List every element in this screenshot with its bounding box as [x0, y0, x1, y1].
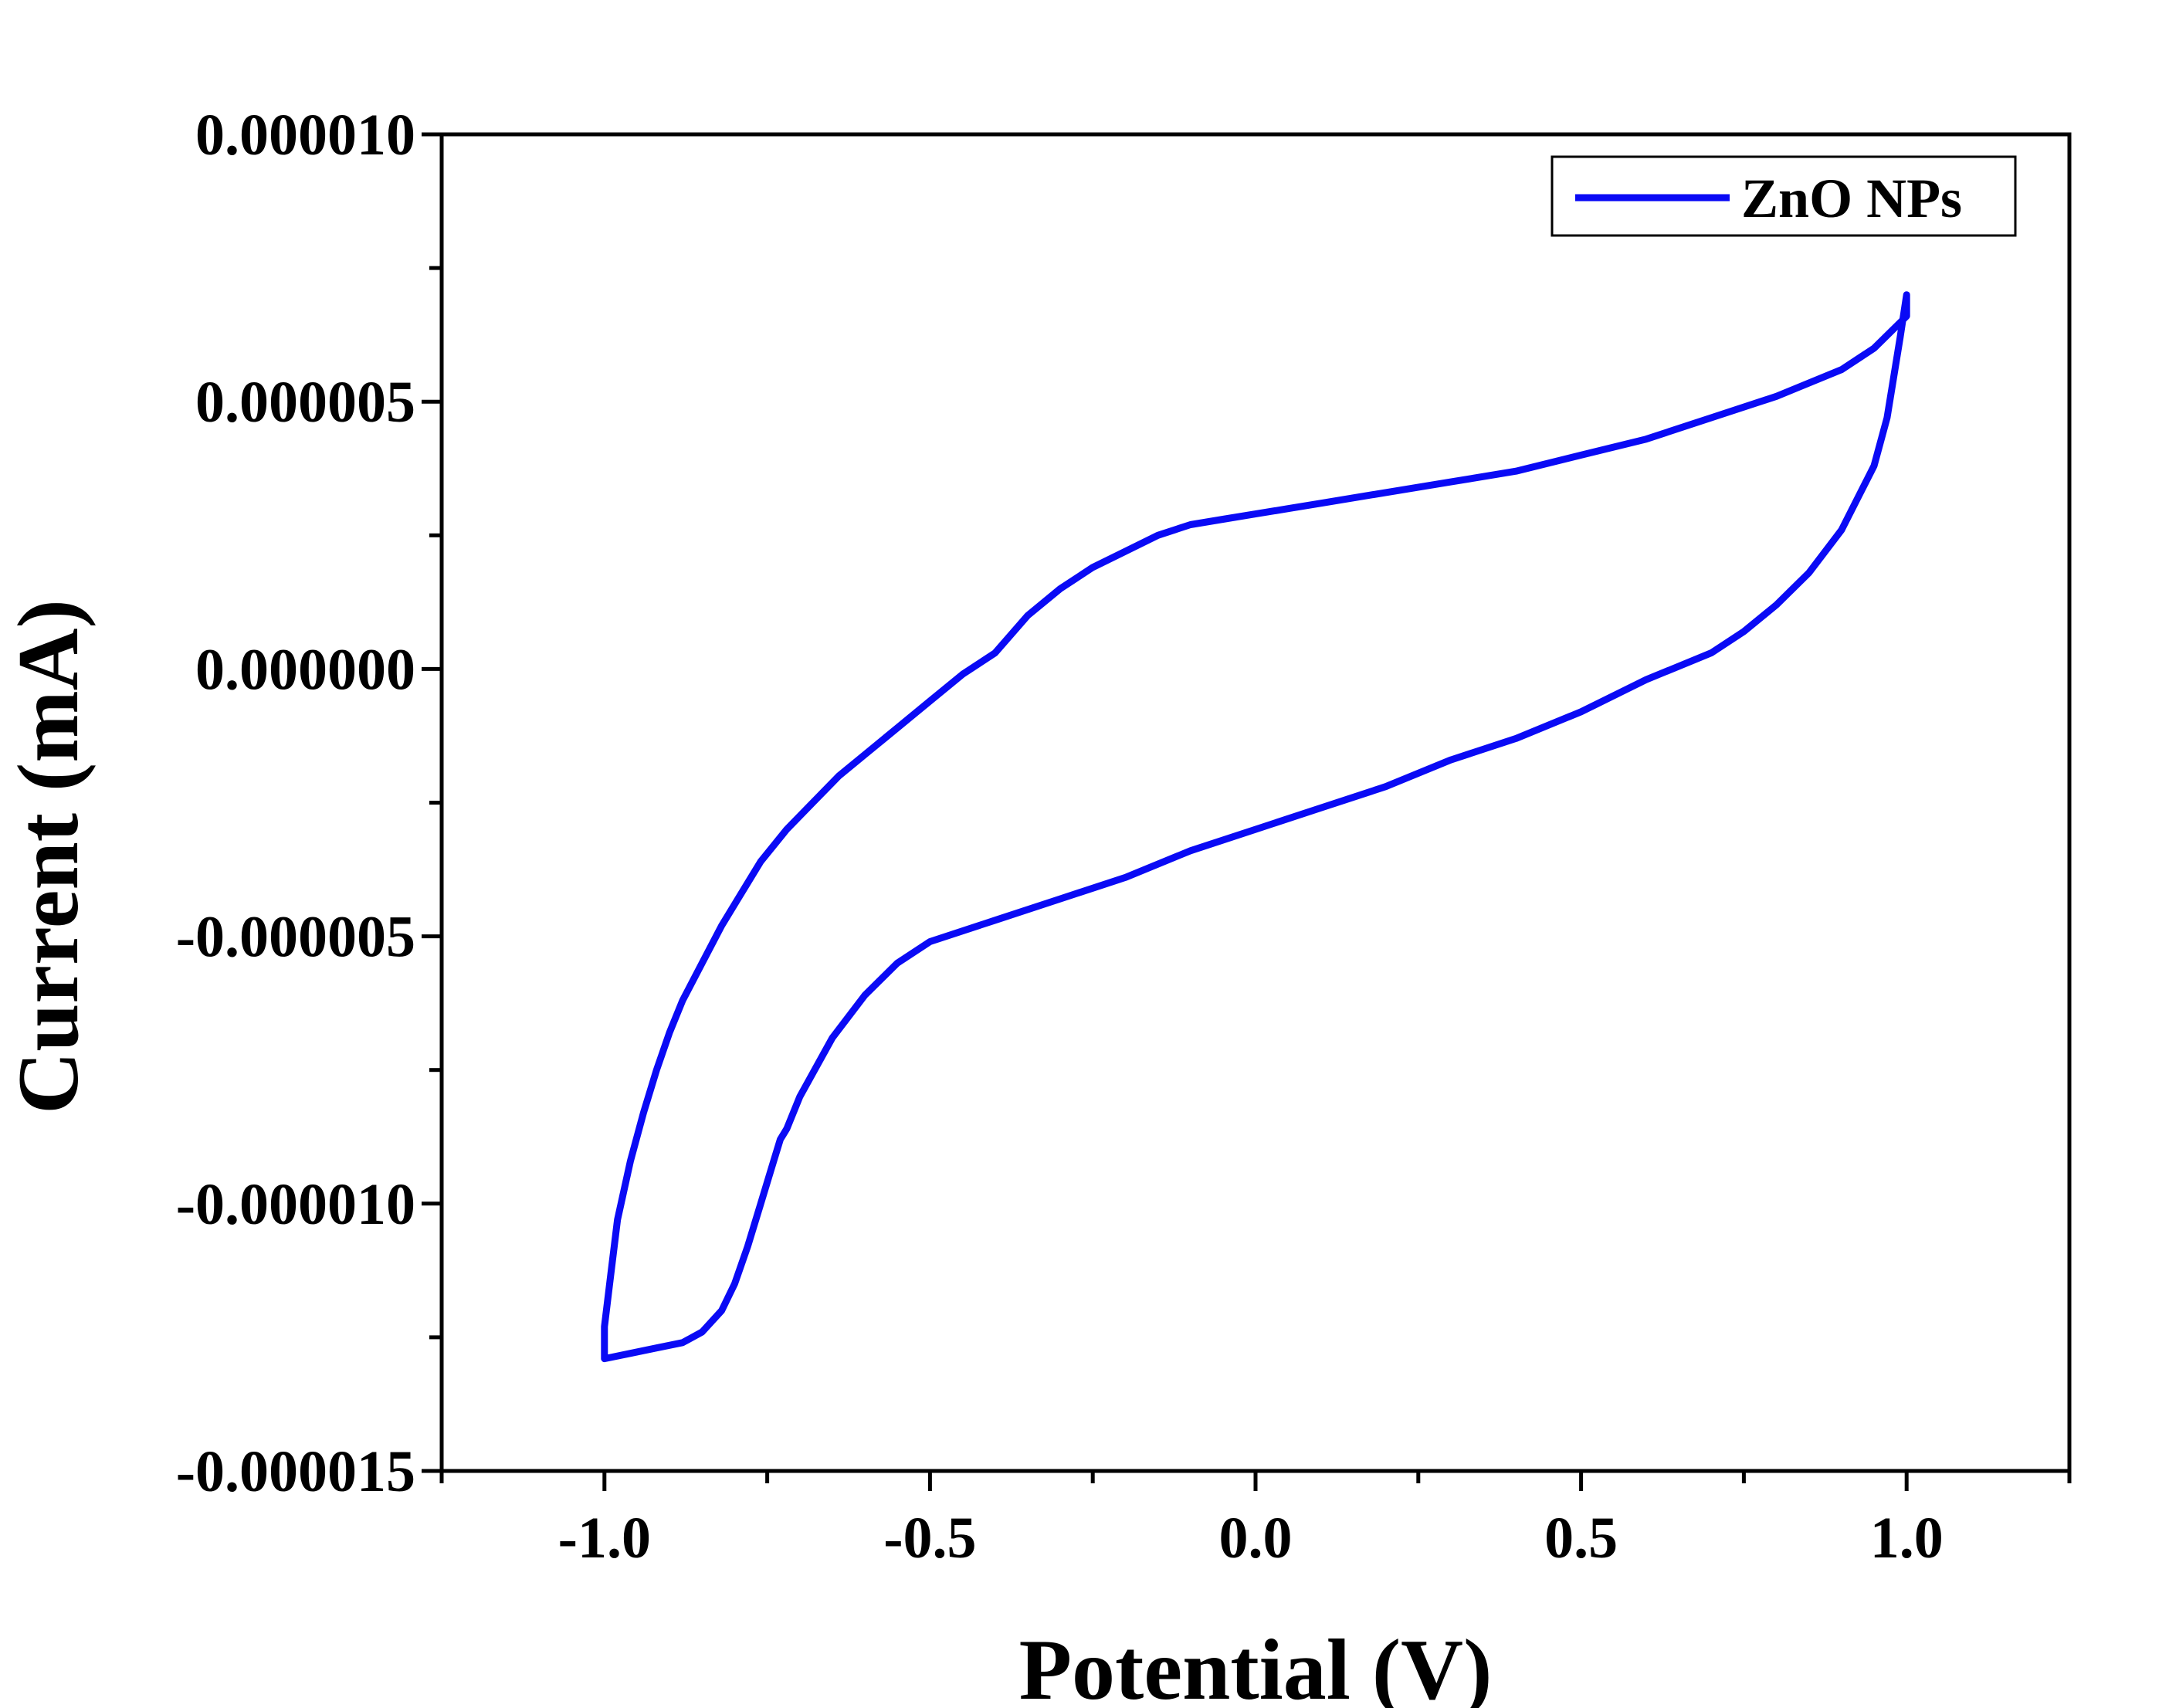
y-tick-label: -0.000005 — [176, 905, 415, 970]
y-axis-title: Current (mA) — [1, 599, 97, 1114]
legend: ZnO NPs — [1550, 155, 2017, 237]
x-tick-label: 0.0 — [1219, 1506, 1293, 1571]
x-tick-label: -0.5 — [883, 1506, 976, 1571]
y-tick-label: 0.000005 — [195, 370, 415, 435]
y-tick-label: 0.000010 — [195, 103, 415, 168]
legend-label-zno-nps: ZnO NPs — [1741, 168, 1962, 229]
x-tick-label: 0.5 — [1544, 1506, 1618, 1571]
y-axis-ticks: 0.000010 0.000005 0.000000 -0.000005 -0.0000… — [176, 103, 442, 1504]
x-tick-label: -1.0 — [558, 1506, 651, 1571]
y-tick-label: 0.000000 — [195, 637, 415, 702]
y-tick-label: -0.000015 — [176, 1439, 415, 1504]
x-axis-ticks: -1.0 -0.5 0.0 0.5 1.0 — [439, 1471, 2072, 1571]
series-line-zno-nps — [601, 291, 1910, 1363]
y-tick-label: -0.000010 — [176, 1172, 415, 1237]
x-axis-title: Potential (V) — [1019, 1622, 1493, 1708]
plot-area — [601, 291, 1910, 1363]
x-tick-label: 1.0 — [1870, 1506, 1944, 1571]
